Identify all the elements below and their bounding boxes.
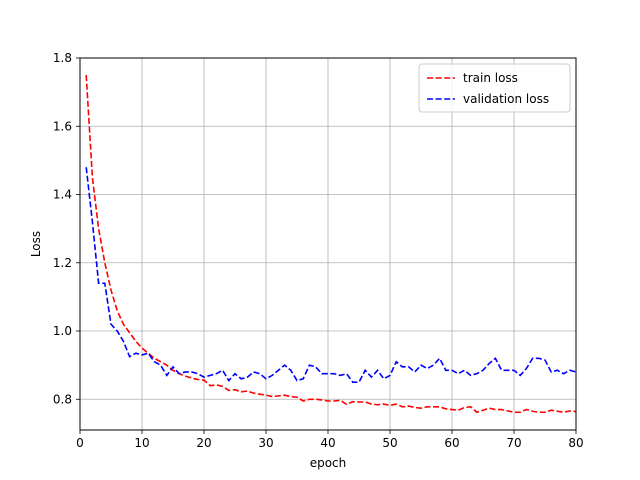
x-axis-ticks: 0 10 20 30 40 50 60 70 80 [76,430,584,450]
y-axis-ticks: 0.8 1.0 1.2 1.4 1.6 1.8 [53,51,80,406]
legend-box [418,63,571,113]
legend: train loss validation loss [418,63,571,113]
x-tick-label: 80 [568,436,583,450]
y-tick-label: 1.0 [53,324,72,338]
series-line-validation-loss [85,167,577,384]
x-tick-label: 70 [506,436,521,450]
y-axis-label: Loss [29,231,43,257]
series-line-train-loss [85,75,577,414]
y-tick-label: 1.4 [53,188,72,202]
x-tick-label: 50 [382,436,397,450]
y-tick-label: 1.8 [53,51,72,65]
x-axis-label: epoch [310,456,347,470]
x-tick-label: 20 [196,436,211,450]
x-tick-label: 30 [258,436,273,450]
legend-label: validation loss [463,92,549,106]
y-tick-label: 1.2 [53,256,72,270]
x-tick-label: 60 [444,436,459,450]
x-tick-label: 10 [134,436,149,450]
grid-lines [79,57,577,430]
legend-label: train loss [463,71,518,85]
y-tick-label: 0.8 [53,392,72,406]
y-tick-label: 1.6 [53,119,72,133]
x-tick-label: 40 [320,436,335,450]
series-lines [85,75,577,414]
x-tick-label: 0 [76,436,84,450]
